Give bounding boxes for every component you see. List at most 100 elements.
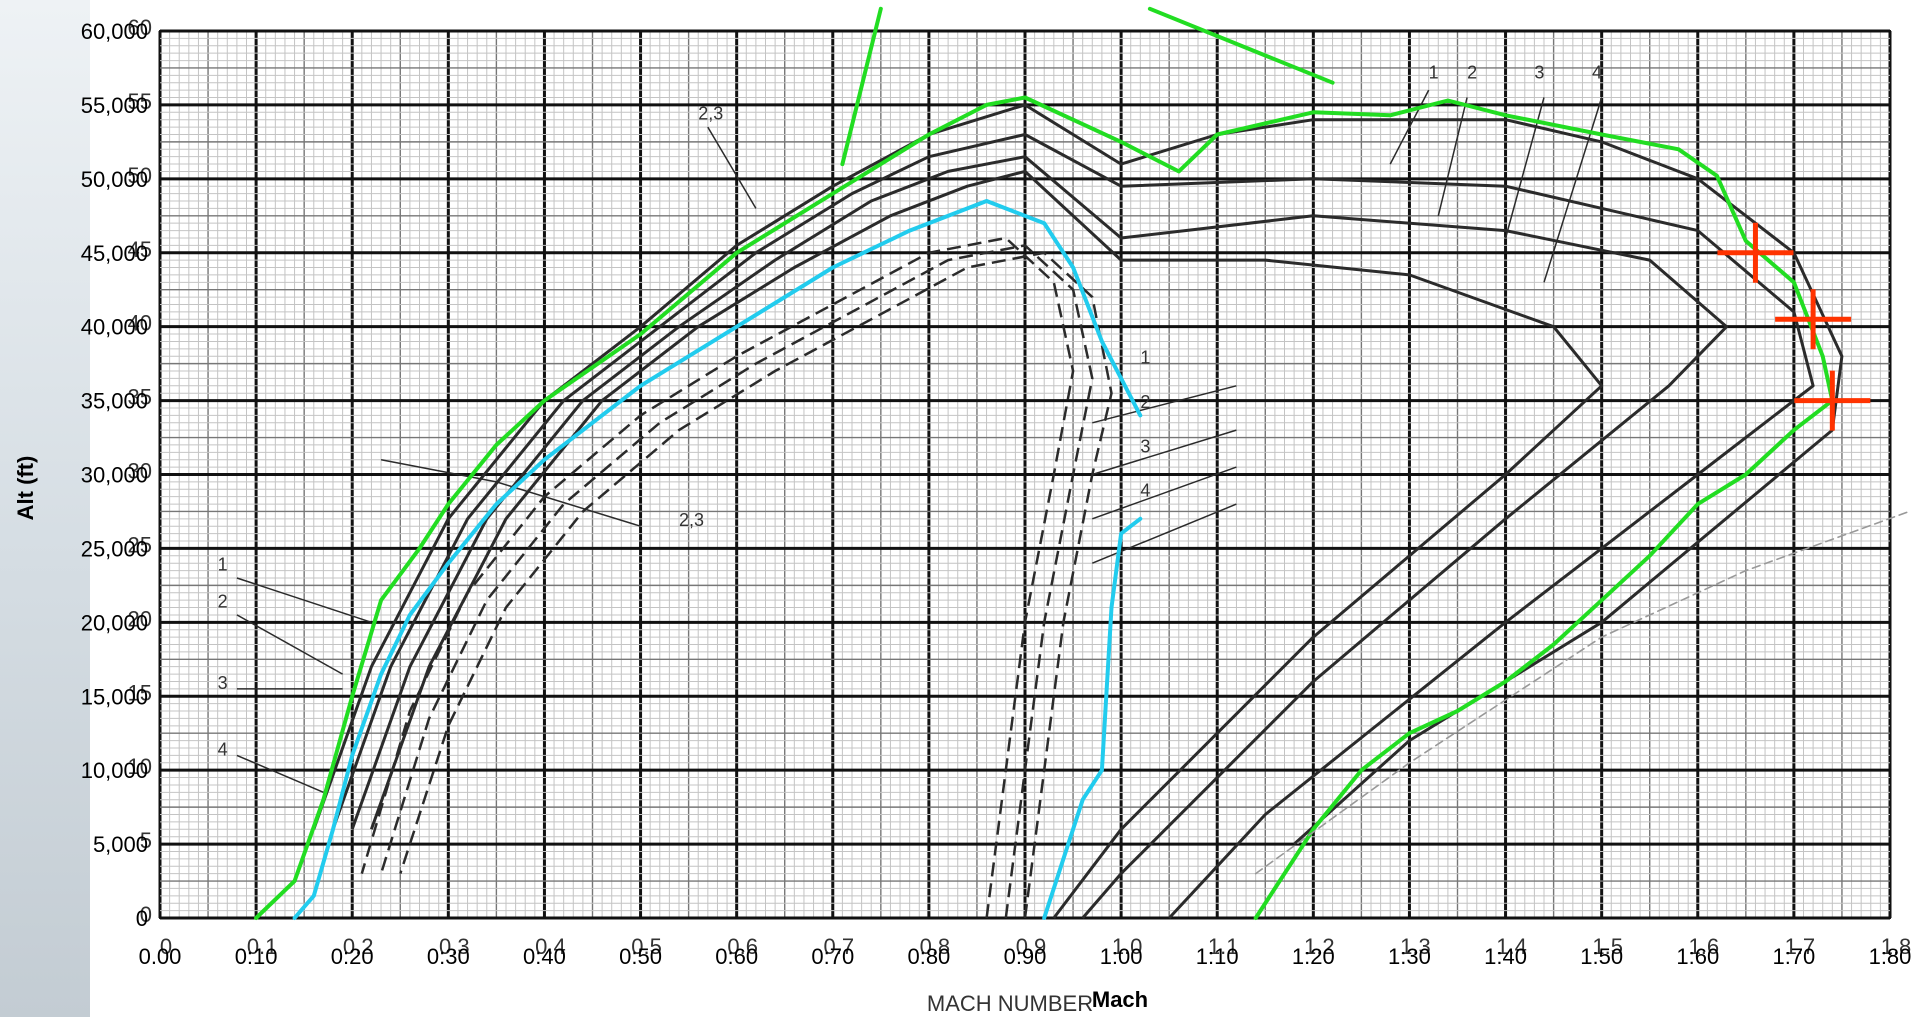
background-curve-13 [236,577,372,624]
background-y-tick-label: 55 [128,89,152,114]
background-annotation: 2,3 [679,510,704,530]
background-y-tick-label: 35 [128,385,152,410]
background-annotation: 3 [1140,436,1150,456]
x-tick-label: 0:70 [811,944,854,969]
y-tick-label: 35,000 [81,389,148,414]
y-axis-title: Alt (ft) [13,456,38,521]
y-tick-label: 60,000 [81,19,148,44]
x-tick-label: 0:60 [715,944,758,969]
x-tick-label: 0:20 [331,944,374,969]
plus-marker-1 [1717,222,1794,283]
background-y-tick-label: 30 [128,459,152,484]
y-tick-label: 20,000 [81,610,148,635]
background-curve-18 [1389,89,1430,165]
series-line-4 [292,199,1143,920]
background-annotation: 2 [1467,62,1477,82]
background-curve-11 [1092,466,1237,520]
background-annotation: 2 [218,592,228,612]
marker-layer [1717,222,1871,431]
x-tick-label: 0:90 [1004,944,1047,969]
series-line-3 [1147,6,1335,85]
background-y-tick-label: 10 [128,754,152,779]
background-curve-8 [380,458,641,527]
background-curve-10 [1092,429,1237,476]
background-curve-2 [331,133,1815,920]
y-tick-label: 15,000 [81,684,148,709]
y-tick-label: 45,000 [81,241,148,266]
background-chart-labels: 0 0.1 0.2 0.3 0.4 0.5 0.6 0.7 0.8 0.9 1.0 1.1 1.2 1.3… [128,15,1912,1016]
background-curve-4 [369,169,1604,919]
background-curve-3 [350,155,1729,919]
background-annotation: 2 [1140,392,1150,412]
background-curve-6 [379,244,1094,919]
x-tick-label: 0:50 [619,944,662,969]
background-annotation: 3 [1534,62,1544,82]
background-annotation: 4 [1140,481,1150,501]
background-x-axis-title: MACH NUMBER [927,991,1093,1016]
x-tick-label: 0.00 [139,944,182,969]
background-curve-12 [1092,503,1237,564]
y-tick-label: 55,000 [81,93,148,118]
background-curve-17 [707,126,757,209]
x-tick-label: 0:80 [907,944,950,969]
background-curve-21 [1543,97,1603,283]
y-tick-label: 25,000 [81,536,148,561]
background-curve-7 [399,251,1113,919]
background-x-tick-label: 0.6 [727,934,758,959]
y-tick-label: 0 [136,906,148,931]
y-tick-label: 10,000 [81,758,148,783]
background-y-tick-label: 20 [128,606,152,631]
background-x-tick-label: 0 [160,934,172,959]
background-annotation: 3 [218,673,228,693]
x-tick-label: 1:50 [1580,944,1623,969]
y-tick-label: 50,000 [81,167,148,192]
background-x-tick-label: 0.1 [247,934,278,959]
background-y-tick-label: 40 [128,311,152,336]
series-layer [254,6,1910,920]
background-y-tick-label: 60 [128,15,152,40]
background-x-tick-label: 1.4 [1496,934,1527,959]
y-tick-label: 30,000 [81,463,148,488]
background-x-tick-label: 1.5 [1592,934,1623,959]
x-tick-label: 1:30 [1388,944,1431,969]
left-sky-strip [0,0,90,1017]
background-y-tick-label: 0 [140,902,152,927]
background-curve-19 [1437,97,1468,216]
background-annotation: 1 [1429,62,1439,82]
background-x-tick-label: 0.4 [535,934,566,959]
plus-marker-2 [1775,289,1852,350]
chart-grid [158,29,1892,920]
background-x-tick-label: 1.0 [1112,934,1143,959]
background-annotation: 4 [1592,62,1602,82]
background-curve-14 [236,614,343,675]
background-y-tick-label: 50 [128,163,152,188]
background-annotation: 4 [218,739,228,759]
series-line-2 [840,6,883,167]
series-line-5 [1042,516,1143,920]
background-x-tick-label: 1.2 [1304,934,1335,959]
background-y-tick-label: 25 [128,532,152,557]
x-tick-label: 0:30 [427,944,470,969]
x-axis-title: Mach [1092,987,1148,1012]
x-tick-label: 0:10 [235,944,278,969]
background-x-tick-label: 0.5 [631,934,662,959]
x-tick-label: 1:10 [1196,944,1239,969]
x-tick-label: 1:80 [1869,944,1912,969]
background-annotation: 1 [1140,348,1150,368]
background-curve-5 [360,236,1075,919]
x-tick-label: 0:40 [523,944,566,969]
background-x-tick-label: 0.8 [920,934,951,959]
background-annotation: 2,3 [698,104,723,124]
background-x-tick-label: 0.7 [823,934,854,959]
background-x-tick-label: 0.3 [439,934,470,959]
background-y-tick-label: 15 [128,680,152,705]
background-curve-16 [236,754,324,793]
x-tick-label: 1:70 [1772,944,1815,969]
background-x-tick-label: 0.2 [343,934,374,959]
background-y-tick-label: 45 [128,237,152,262]
x-tick-label: 1:20 [1292,944,1335,969]
x-tick-label: 1:60 [1676,944,1719,969]
background-x-tick-label: 1.3 [1400,934,1431,959]
x-tick-label: 1:40 [1484,944,1527,969]
